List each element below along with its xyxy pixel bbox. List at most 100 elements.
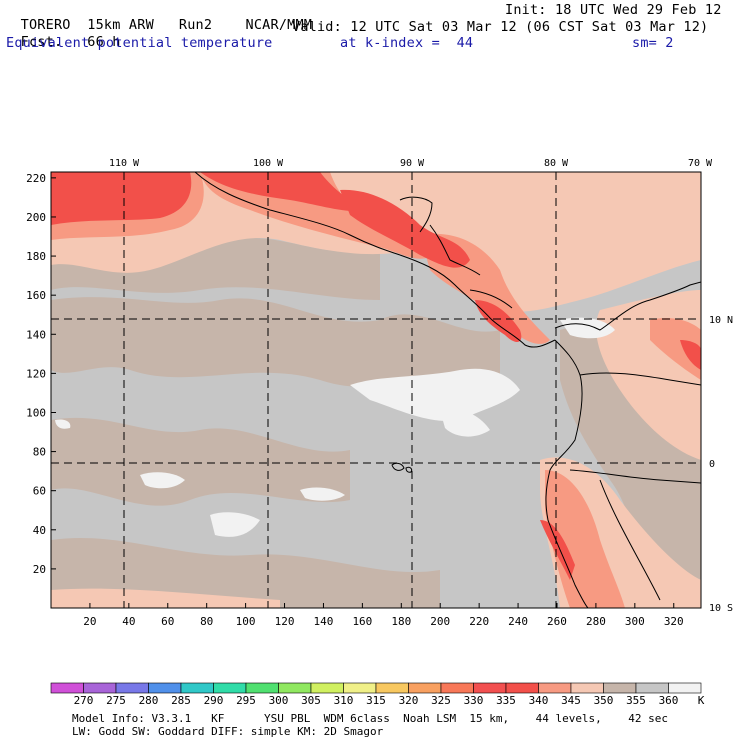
- red-east-edge: [680, 340, 701, 370]
- colorbar-label: 325: [431, 694, 451, 707]
- red-guatemala: [340, 189, 470, 268]
- bottom-axis: 20 40 60 80 100 120 140 160 180 200 220 240 260 280 30…: [83, 603, 684, 628]
- colorbar-swatch: [375, 682, 409, 694]
- colorbar-swatch: [668, 682, 702, 694]
- y-tick-label: 20: [33, 563, 46, 576]
- colorbar-swatch: [538, 682, 572, 694]
- colorbar-swatch: [148, 682, 182, 694]
- colorbar-swatch: [440, 682, 474, 694]
- colorbar: [50, 682, 702, 694]
- colorbar-swatch: [213, 682, 247, 694]
- y-tick-label: 200: [26, 211, 46, 224]
- coastline-central-america: [399, 254, 556, 348]
- x-tick-label: 160: [352, 615, 372, 628]
- colorbar-label: 360: [658, 694, 679, 707]
- colorbar-label: 320: [398, 694, 419, 707]
- physics-info-line: LW: Godd SW: Goddard DIFF: simple KM: 2D…: [72, 725, 384, 738]
- colorbar-label: 310: [333, 694, 354, 707]
- x-tick-label: 200: [430, 615, 450, 628]
- lon-label: 100 W: [253, 158, 284, 169]
- colorbar-label: 290: [203, 694, 224, 707]
- plot-border: [50, 171, 702, 609]
- colorbar-swatch: [505, 682, 539, 694]
- tan-region-central: [51, 417, 350, 506]
- white-patch-sw: [210, 512, 260, 537]
- y-tick-label: 60: [33, 485, 46, 498]
- lon-label: 70 W: [688, 158, 713, 169]
- x-tick-label: 300: [625, 615, 645, 628]
- border-peru-brazil: [599, 479, 661, 601]
- x-tick-label: 140: [314, 615, 334, 628]
- theta-e-field: [51, 172, 701, 608]
- colorbar-label: 305: [301, 694, 321, 707]
- border-guatemala: [429, 224, 481, 276]
- tan-region-north: [51, 297, 500, 388]
- x-tick-label: 20: [83, 615, 96, 628]
- colorbar-swatch: [278, 682, 312, 694]
- right-lat-labels: 10 N 0 10 S: [709, 315, 733, 614]
- lon-label: 110 W: [109, 158, 140, 169]
- colorbar-label: 280: [138, 694, 159, 707]
- colorbar-label: 295: [236, 694, 256, 707]
- colorbar-swatch: [343, 682, 377, 694]
- lat-lon-grid: [51, 172, 701, 608]
- x-tick-label: 80: [200, 615, 213, 628]
- model-info-line: Model Info: V3.3.1 KF YSU PBL WDM 6class…: [72, 712, 669, 725]
- light-salmon-south: [51, 588, 280, 608]
- model-name: TORERO: [20, 17, 71, 33]
- red-costa-rica: [475, 300, 522, 342]
- lat-label: 10 S: [709, 603, 733, 614]
- colorbar-swatch: [603, 682, 637, 694]
- white-patch-s: [300, 487, 345, 501]
- coastline-caribbean: [554, 281, 701, 331]
- lon-label: 90 W: [400, 158, 425, 169]
- smoothing-info: sm= 2: [632, 35, 674, 51]
- colorbar-label: 270: [73, 694, 94, 707]
- colorbar-label: 345: [561, 694, 581, 707]
- colorbar-swatch: [310, 682, 344, 694]
- colorbar-label: 340: [528, 694, 549, 707]
- org-label: NCAR/MMM: [245, 17, 313, 33]
- field-name: Equivalent potential temperature: [6, 35, 273, 51]
- white-patch-w: [140, 472, 185, 489]
- colorbar-label: 350: [593, 694, 614, 707]
- y-tick-label: 140: [26, 328, 46, 341]
- colorbar-swatch: [408, 682, 442, 694]
- colorbar-unit: K: [697, 694, 705, 707]
- left-axis: 220 200 180 160 140 120 100 80 60 40 20: [26, 172, 56, 576]
- white-patch-panama: [560, 317, 615, 339]
- coastlines: [194, 172, 701, 608]
- colorbar-swatch: [50, 682, 84, 694]
- y-tick-label: 80: [33, 446, 46, 459]
- colorbar-label: 285: [171, 694, 191, 707]
- colorbar-label: 275: [106, 694, 126, 707]
- lon-label: 80 W: [544, 158, 569, 169]
- colorbar-swatch: [635, 682, 669, 694]
- lat-label: 10 N: [709, 315, 733, 326]
- x-tick-label: 220: [469, 615, 489, 628]
- colorbar-label: 330: [463, 694, 484, 707]
- init-time: Init: 18 UTC Wed 29 Feb 12: [505, 2, 722, 18]
- y-tick-label: 180: [26, 250, 46, 263]
- colorbar-swatch: [245, 682, 279, 694]
- colorbar-swatch: [473, 682, 507, 694]
- run-label: Run2: [178, 17, 213, 33]
- valid-time: Valid: 12 UTC Sat 03 Mar 12 (06 CST Sat …: [292, 19, 709, 35]
- x-tick-label: 180: [391, 615, 411, 628]
- white-patch-west-edge: [55, 419, 71, 429]
- x-tick-label: 320: [664, 615, 684, 628]
- x-tick-label: 60: [161, 615, 174, 628]
- x-tick-label: 120: [275, 615, 295, 628]
- colorbar-swatch: [83, 682, 117, 694]
- lat-label: 0: [709, 459, 715, 470]
- border-peru-ecuador: [569, 469, 701, 484]
- x-tick-label: 280: [586, 615, 606, 628]
- forecast-hours: 66 h: [87, 34, 121, 50]
- x-tick-label: 240: [508, 615, 528, 628]
- y-tick-label: 100: [26, 406, 46, 419]
- coastline-mexico: [194, 172, 401, 256]
- border-colombia: [579, 372, 701, 386]
- colorbar-label: 315: [366, 694, 386, 707]
- top-lon-labels: 110 W 100 W 90 W 80 W 70 W: [109, 158, 713, 169]
